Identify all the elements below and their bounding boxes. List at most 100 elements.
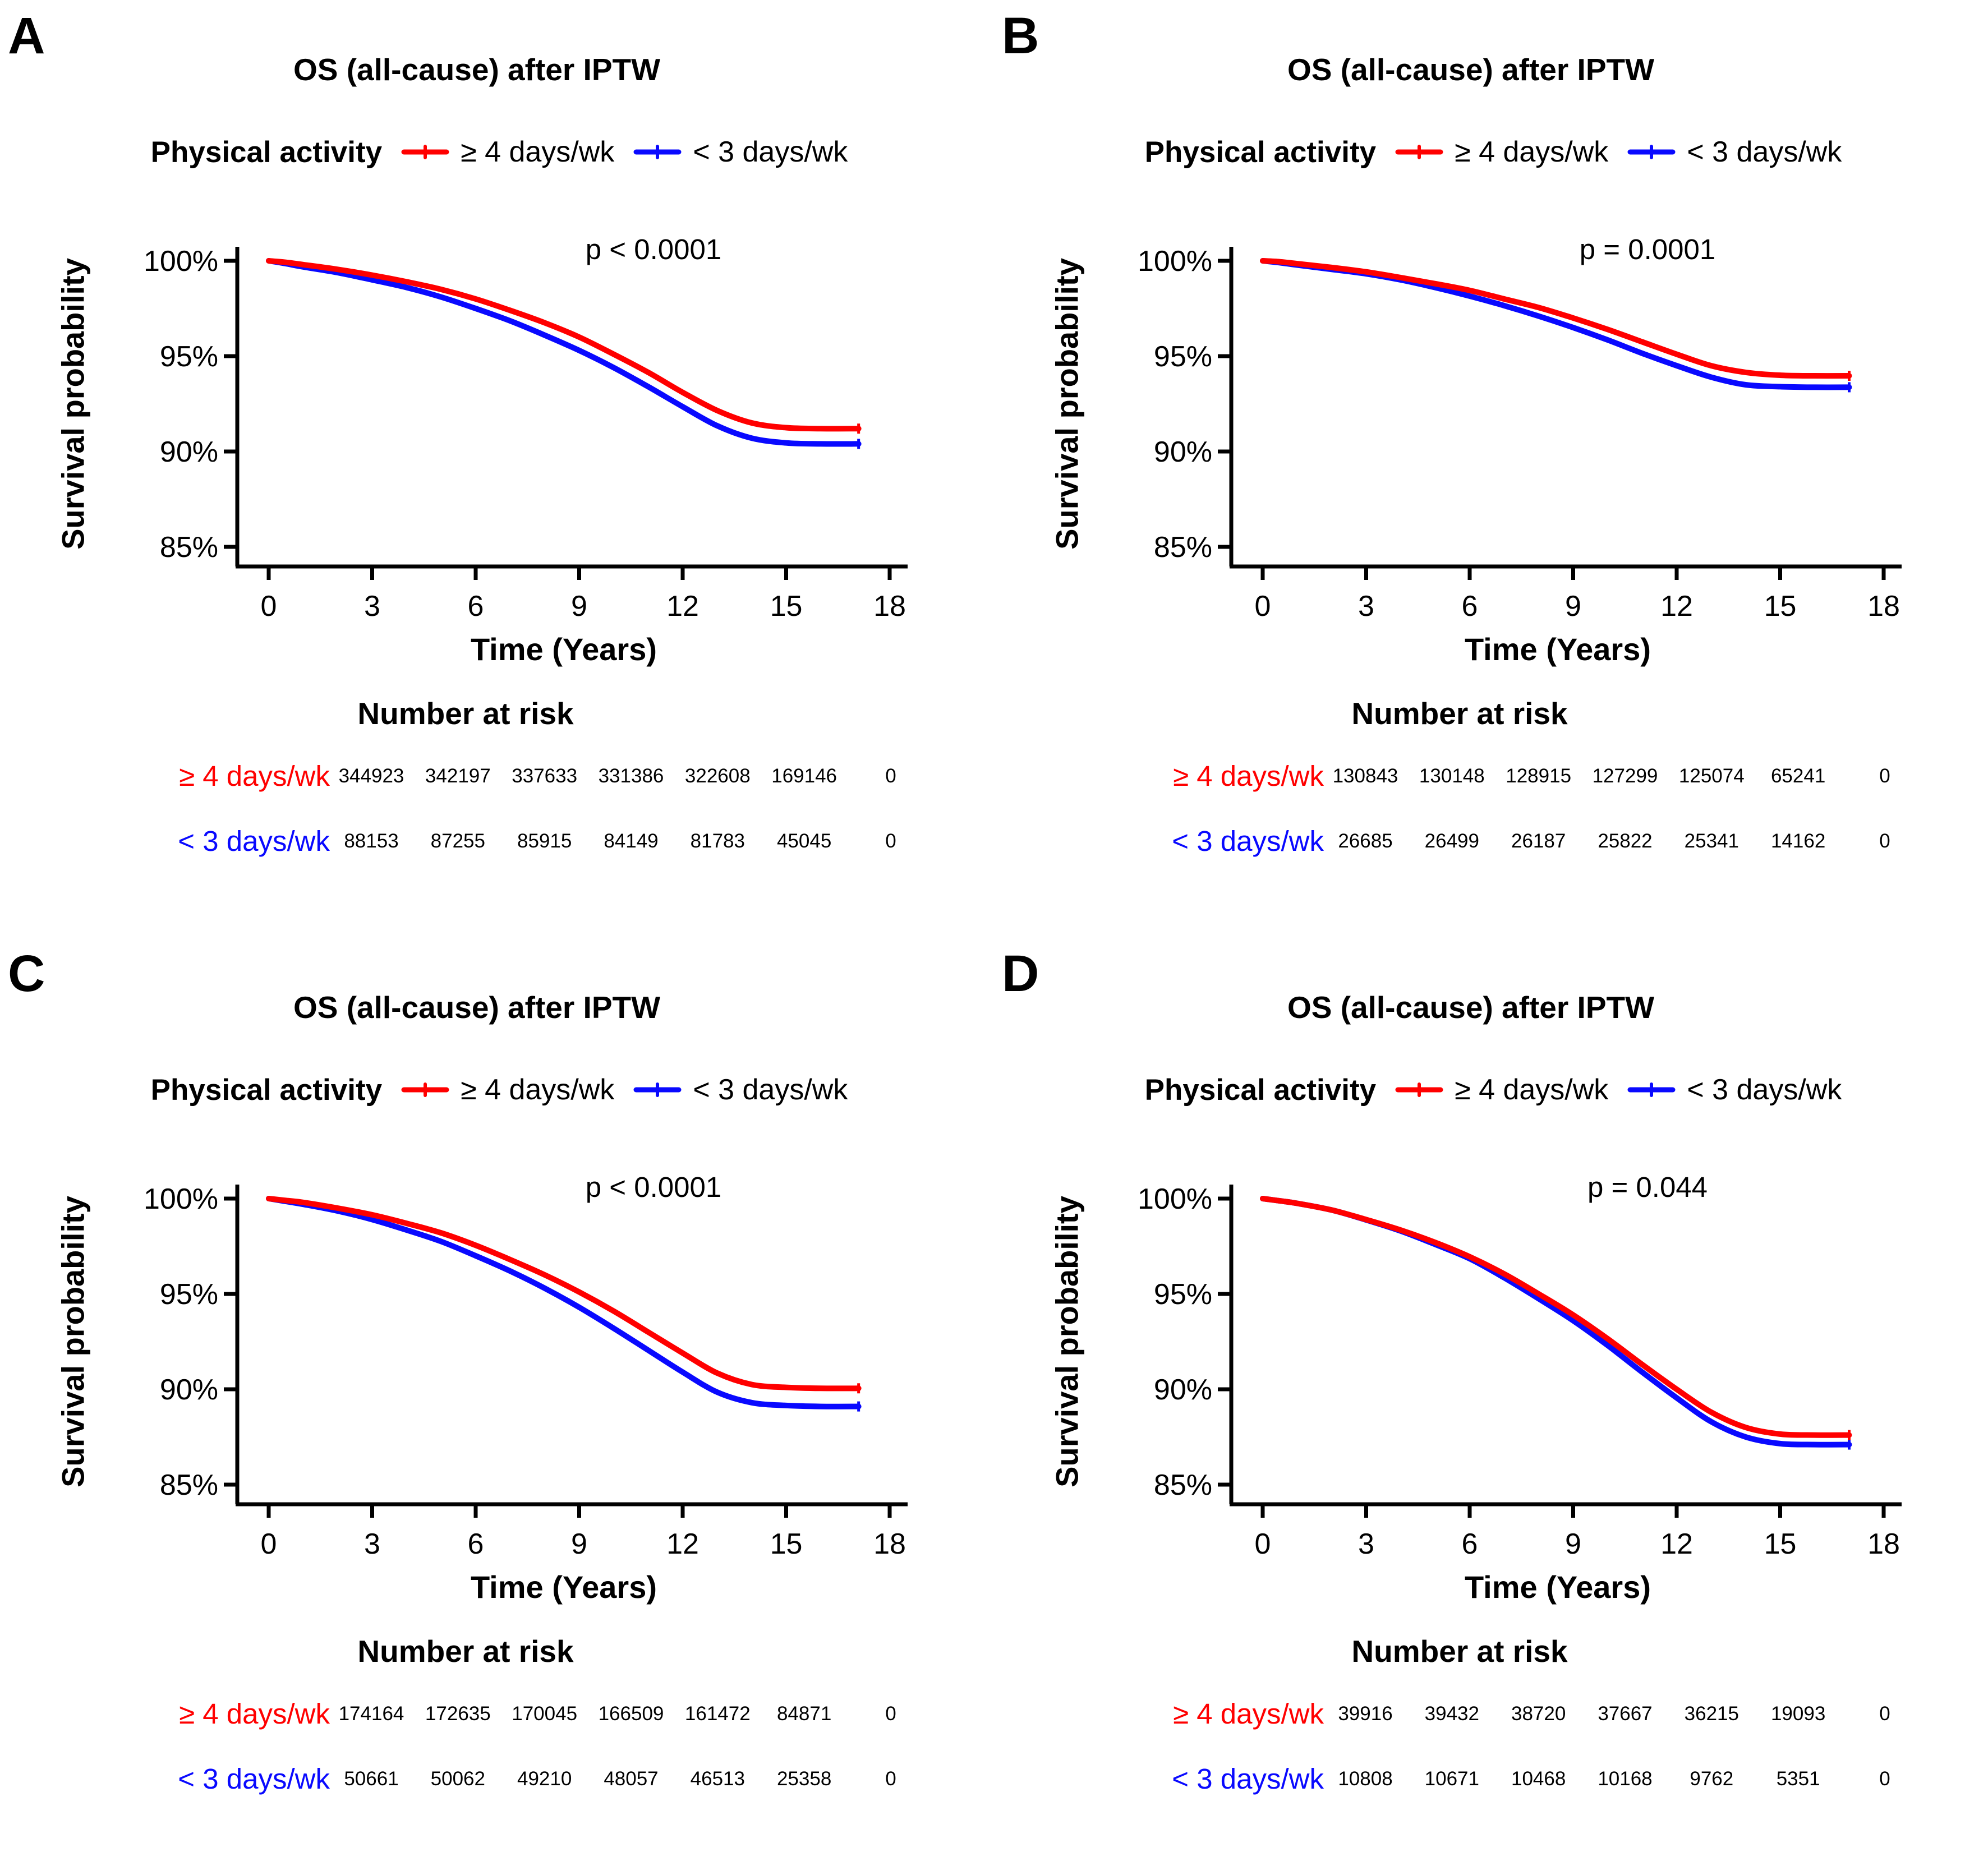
x-tick-label: 18 [873, 1528, 906, 1560]
risk-row-values: 26685 26499 26187 25822 25341 14162 0 [994, 823, 1988, 859]
risk-table-row: < 3 days/wk 26685 26499 26187 25822 25341 141… [994, 823, 1988, 859]
y-tick-label: 95% [160, 1278, 218, 1311]
risk-count: 37667 [1598, 1703, 1653, 1725]
risk-count: 84871 [776, 1703, 832, 1725]
risk-count: 48057 [604, 1768, 659, 1790]
risk-row-label-ge4: ≥ 4 days/wk [179, 760, 330, 792]
red-line-key-icon [401, 145, 449, 159]
x-tick-label: 3 [1358, 1528, 1374, 1560]
y-tick-label: 95% [160, 340, 218, 373]
panel-title: OS (all-cause) after IPTW [1287, 990, 1655, 1025]
p-value-label: p = 0.0001 [1579, 233, 1716, 265]
risk-count: 10468 [1511, 1768, 1566, 1790]
risk-count: 39432 [1424, 1703, 1479, 1725]
red-line-key-icon [1395, 1082, 1443, 1097]
y-tick-label: 85% [1154, 1469, 1212, 1501]
risk-count: 38720 [1511, 1703, 1566, 1725]
x-tick-label: 18 [1867, 590, 1900, 623]
p-value-label: p = 0.044 [1587, 1171, 1708, 1203]
risk-row-values: 50661 50062 49210 48057 46513 25358 0 [0, 1761, 994, 1797]
panel-title: OS (all-cause) after IPTW [1287, 52, 1655, 87]
x-tick-label: 6 [1462, 1528, 1478, 1560]
x-tick-label: 15 [1764, 1528, 1797, 1560]
risk-count: 26499 [1424, 830, 1479, 852]
survival-plot: 100% 95% 90% 85% 0 3 6 9 12 15 18 [1138, 1183, 1902, 1560]
risk-row-label-lt3: < 3 days/wk [178, 1763, 330, 1795]
x-tick-label: 3 [1358, 590, 1374, 623]
legend-item-label: ≥ 4 days/wk [1455, 1074, 1609, 1106]
x-tick-label: 12 [1660, 1528, 1693, 1560]
x-tick-label: 9 [571, 590, 587, 623]
risk-table-row: < 3 days/wk 50661 50062 49210 48057 46513 253… [0, 1761, 994, 1797]
km-panel: B OS (all-cause) after IPTW Physical act… [994, 0, 1988, 937]
legend-item-ge4: ≥ 4 days/wk [401, 135, 614, 169]
risk-count: 45045 [776, 830, 832, 852]
survival-plot: 100% 95% 90% 85% 0 3 6 9 12 15 18 [144, 1183, 908, 1560]
legend-item-ge4: ≥ 4 days/wk [1395, 135, 1608, 169]
red-line-key-icon [401, 1082, 449, 1097]
y-tick-label: 100% [1138, 1183, 1212, 1215]
risk-count: 25358 [776, 1768, 832, 1790]
risk-count: 0 [1879, 1768, 1890, 1790]
risk-count: 0 [885, 830, 896, 852]
red-line-key-icon [1395, 145, 1443, 159]
legend-item-label: < 3 days/wk [1687, 1074, 1842, 1106]
x-axis-title: Time (Years) [470, 1569, 657, 1605]
risk-count: 170045 [512, 1703, 578, 1725]
risk-count: 174164 [338, 1703, 404, 1725]
risk-table-row: < 3 days/wk 10808 10671 10468 10168 9762 5351… [994, 1761, 1988, 1797]
risk-table-title: Number at risk [357, 696, 574, 731]
risk-count: 50661 [344, 1768, 399, 1790]
y-tick-label: 85% [160, 531, 218, 564]
legend-item-label: ≥ 4 days/wk [461, 136, 615, 168]
risk-count: 84149 [604, 830, 659, 852]
risk-count: 0 [1879, 765, 1890, 787]
risk-row-values: 10808 10671 10468 10168 9762 5351 0 [994, 1761, 1988, 1797]
risk-count: 342197 [425, 765, 491, 787]
risk-count: 331386 [598, 765, 664, 787]
risk-count: 0 [885, 1703, 896, 1725]
blue-line-key-icon [1627, 145, 1676, 159]
x-tick-label: 18 [873, 590, 906, 623]
risk-table-row: ≥ 4 days/wk 39916 39432 38720 37667 36215 190… [994, 1696, 1988, 1732]
legend-item-lt3: < 3 days/wk [1627, 1073, 1842, 1107]
risk-count: 25341 [1684, 830, 1739, 852]
risk-count: 26685 [1338, 830, 1393, 852]
risk-table-title: Number at risk [1351, 696, 1568, 731]
risk-count: 39916 [1338, 1703, 1393, 1725]
risk-row-label-ge4: ≥ 4 days/wk [1173, 760, 1324, 792]
x-tick-label: 3 [364, 1528, 380, 1560]
km-panel: A OS (all-cause) after IPTW Physical act… [0, 0, 994, 937]
risk-count: 127299 [1592, 765, 1658, 787]
y-tick-label: 90% [160, 1374, 218, 1406]
legend-item-label: < 3 days/wk [693, 136, 848, 168]
risk-table-title: Number at risk [357, 1634, 574, 1669]
legend: Physical activity ≥ 4 days/wk < 3 days/w… [62, 132, 937, 172]
y-tick-label: 95% [1154, 340, 1212, 373]
survival-curve [266, 1196, 862, 1392]
legend-title: Physical activity [150, 1073, 383, 1107]
risk-count: 49210 [517, 1768, 572, 1790]
risk-count: 0 [1879, 830, 1890, 852]
risk-count: 14162 [1770, 830, 1826, 852]
risk-count: 81783 [690, 830, 745, 852]
risk-count: 5351 [1776, 1768, 1820, 1790]
panel-letter: C [8, 945, 45, 1002]
risk-count: 25822 [1598, 830, 1653, 852]
risk-row-label-ge4: ≥ 4 days/wk [1173, 1698, 1324, 1730]
risk-count: 10808 [1338, 1768, 1393, 1790]
risk-count: 337633 [512, 765, 578, 787]
panel-title: OS (all-cause) after IPTW [293, 990, 661, 1025]
x-tick-label: 12 [666, 1528, 699, 1560]
x-tick-label: 15 [1764, 590, 1797, 623]
x-tick-label: 0 [1255, 590, 1271, 623]
risk-table-row: ≥ 4 days/wk 130843 130148 128915 127299 1250… [994, 758, 1988, 794]
survival-plot: 100% 95% 90% 85% 0 3 6 9 12 15 18 [1138, 245, 1902, 623]
risk-count: 0 [885, 1768, 896, 1790]
risk-row-values: 174164 172635 170045 166509 161472 84871 0 [0, 1696, 994, 1732]
risk-table-row: ≥ 4 days/wk 174164 172635 170045 166509 1614… [0, 1696, 994, 1732]
risk-count: 169146 [771, 765, 837, 787]
legend-item-label: ≥ 4 days/wk [461, 1074, 615, 1106]
y-tick-label: 100% [1138, 245, 1212, 278]
x-axis-title: Time (Years) [470, 632, 657, 667]
